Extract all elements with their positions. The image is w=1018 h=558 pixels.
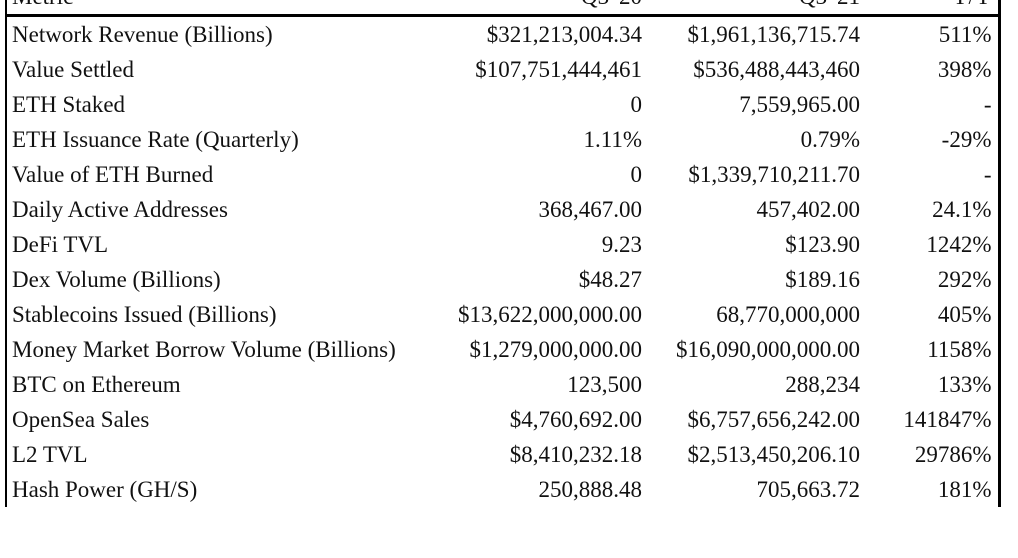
metric-label: DeFi TVL — [12, 232, 109, 257]
table-row: L2 TVL $8,410,232.18 $2,513,450,206.10 2978… — [6, 437, 999, 472]
metric-value: 181% — [937, 477, 992, 502]
metric-value: $13,622,000,000.00 — [458, 302, 642, 327]
metric-value: 288,234 — [785, 372, 860, 397]
metric-value: $123.90 — [785, 232, 860, 257]
metric-value: 0 — [630, 92, 643, 117]
metric-value: $107,751,444,461 — [475, 57, 642, 82]
metric-value: 9.23 — [601, 232, 642, 257]
metric-value: 133% — [937, 372, 992, 397]
metric-value: 1.11% — [583, 127, 642, 152]
metric-label: BTC on Ethereum — [12, 372, 181, 397]
metric-value: 405% — [937, 302, 992, 327]
header-cell: Y/Y — [866, 0, 999, 17]
metric-value: $6,757,656,242.00 — [687, 407, 861, 432]
table-row: BTC on Ethereum 123,500 288,234 133% — [6, 367, 999, 402]
metric-value: 68,770,000,000 — [716, 302, 860, 327]
metric-value: 0 — [630, 162, 643, 187]
metric-value: 292% — [937, 267, 992, 292]
metric-value: 141847% — [903, 407, 992, 432]
metric-value: 0.79% — [800, 127, 860, 152]
metric-label: Dex Volume (Billions) — [12, 267, 221, 292]
metric-value: $1,279,000,000.00 — [469, 337, 643, 362]
metric-value: $536,488,443,460 — [693, 57, 860, 82]
metric-label: Stablecoins Issued (Billions) — [12, 302, 277, 327]
metric-label: Daily Active Addresses — [12, 197, 228, 222]
metric-value: 705,663.72 — [756, 477, 861, 502]
metric-label: Hash Power (GH/S) — [12, 477, 198, 502]
table-row: OpenSea Sales $4,760,692.00 $6,757,656,242… — [6, 402, 999, 437]
metric-value: $2,513,450,206.10 — [687, 442, 861, 467]
metric-value: $48.27 — [578, 267, 642, 292]
metric-value: 7,559,965.00 — [739, 92, 860, 117]
metric-value: $189.16 — [785, 267, 860, 292]
metric-value: $4,760,692.00 — [509, 407, 642, 432]
metric-value: 1158% — [927, 337, 992, 362]
table-row: ETH Issuance Rate (Quarterly) 1.11% 0.79% -… — [6, 122, 999, 157]
metric-value: 368,467.00 — [538, 197, 643, 222]
table-row: Hash Power (GH/S) 250,888.48 705,663.72 181… — [6, 472, 999, 507]
table-row: Dex Volume (Billions) $48.27 $189.16 292% — [6, 262, 999, 297]
metric-value: $1,339,710,211.70 — [688, 162, 860, 187]
metric-value: $1,961,136,715.74 — [687, 22, 861, 47]
metric-label: OpenSea Sales — [12, 407, 150, 432]
metric-label: ETH Issuance Rate (Quarterly) — [12, 127, 299, 152]
header-cell: Metric — [6, 0, 446, 17]
metrics-table: MetricQ3 '20Q3 '21Y/Y Network Revenue (B… — [5, 0, 1001, 507]
table-row: DeFi TVL 9.23 $123.90 1242% — [6, 227, 999, 262]
metric-value: 1242% — [926, 232, 992, 257]
table-row: Stablecoins Issued (Billions) $13,622,000… — [6, 297, 999, 332]
metric-label: Network Revenue (Billions) — [12, 22, 273, 47]
metric-value: 24.1% — [932, 197, 992, 222]
metric-value: - — [983, 92, 992, 117]
header-row: MetricQ3 '20Q3 '21Y/Y — [6, 0, 999, 17]
table-row: Daily Active Addresses 368,467.00 457,402.… — [6, 192, 999, 227]
header-cell: Q3 '20 — [446, 0, 648, 17]
metric-label: Value of ETH Burned — [12, 162, 214, 187]
metric-value: 398% — [937, 57, 992, 82]
metric-label: Value Settled — [12, 57, 134, 82]
metric-value: 457,402.00 — [756, 197, 861, 222]
table-row: Value Settled $107,751,444,461 $536,488,44… — [6, 52, 999, 87]
table-row: Value of ETH Burned 0 $1,339,710,211.70 - — [6, 157, 999, 192]
metric-value: 250,888.48 — [538, 477, 643, 502]
table-row: ETH Staked 0 7,559,965.00 - — [6, 87, 999, 122]
metric-value: $16,090,000,000.00 — [676, 337, 860, 362]
metric-value: $321,213,004.34 — [486, 22, 642, 47]
metric-label: L2 TVL — [12, 442, 88, 467]
metric-value: 29786% — [914, 442, 992, 467]
metric-value: 123,500 — [567, 372, 642, 397]
metric-value: -29% — [941, 127, 992, 152]
metric-value: $8,410,232.18 — [509, 442, 642, 467]
table-row: Money Market Borrow Volume (Billions) $1,… — [6, 332, 999, 367]
metric-value: - — [983, 162, 992, 187]
header-cell: Q3 '21 — [648, 0, 866, 17]
table-row: Network Revenue (Billions) $321,213,004.3… — [6, 16, 999, 53]
metric-value: 511% — [938, 22, 992, 47]
metric-label: ETH Staked — [12, 92, 126, 117]
metric-label: Money Market Borrow Volume (Billions) — [12, 337, 396, 362]
